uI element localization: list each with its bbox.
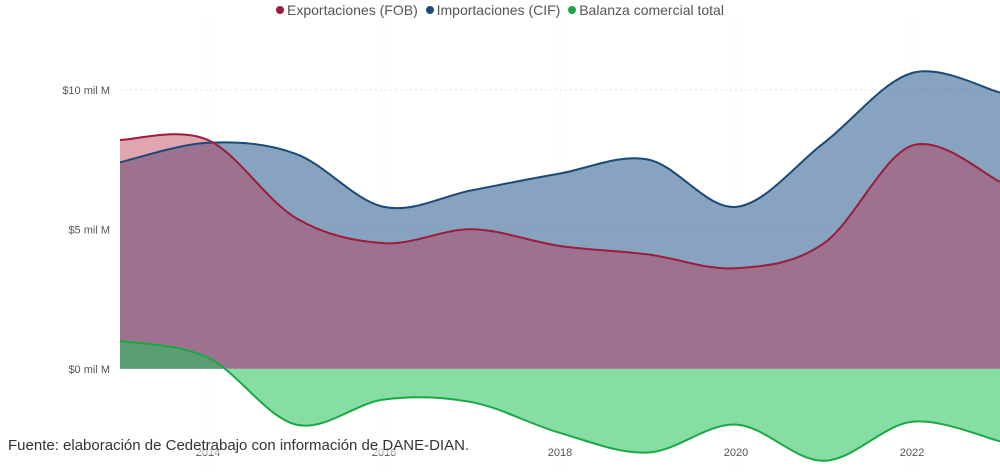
- line-series-0: [119, 133, 1000, 270]
- y-tick-label: $10 mil M: [62, 85, 110, 97]
- line-series-2: [119, 339, 1000, 462]
- x-tick-label: 2018: [548, 447, 572, 459]
- imports-dot-icon: [425, 6, 434, 14]
- area-series-2: [120, 340, 1000, 461]
- area-series-1: [120, 71, 1000, 369]
- source-note: Fuente: elaboración de Cedetrabajo con i…: [8, 437, 470, 454]
- series-areas: [120, 71, 1000, 461]
- legend-item-balance[interactable]: Balanza comercial total: [568, 2, 724, 18]
- exports-dot-icon: [276, 6, 285, 14]
- legend-item-imports[interactable]: Importaciones (CIF): [425, 2, 561, 18]
- balance-dot-icon: [568, 6, 577, 14]
- legend-label-balance: Balanza comercial total: [579, 2, 724, 18]
- legend-item-exports[interactable]: Exportaciones (FOB): [276, 2, 418, 18]
- legend-label-exports: Exportaciones (FOB): [287, 2, 418, 18]
- legend: Exportaciones (FOB) Importaciones (CIF) …: [0, 2, 1000, 18]
- series-lines: [119, 70, 1000, 462]
- area-series-0: [120, 134, 1000, 369]
- y-tick-label: $5 mil M: [68, 224, 110, 236]
- legend-label-imports: Importaciones (CIF): [436, 2, 561, 18]
- line-series-1: [119, 70, 1000, 210]
- x-tick-label: 2020: [724, 447, 748, 459]
- y-tick-label: $0 mil M: [68, 364, 110, 376]
- y-axis-ticks: $0 mil M $5 mil M $10 mil M: [62, 85, 110, 376]
- x-tick-label: 2022: [900, 447, 924, 459]
